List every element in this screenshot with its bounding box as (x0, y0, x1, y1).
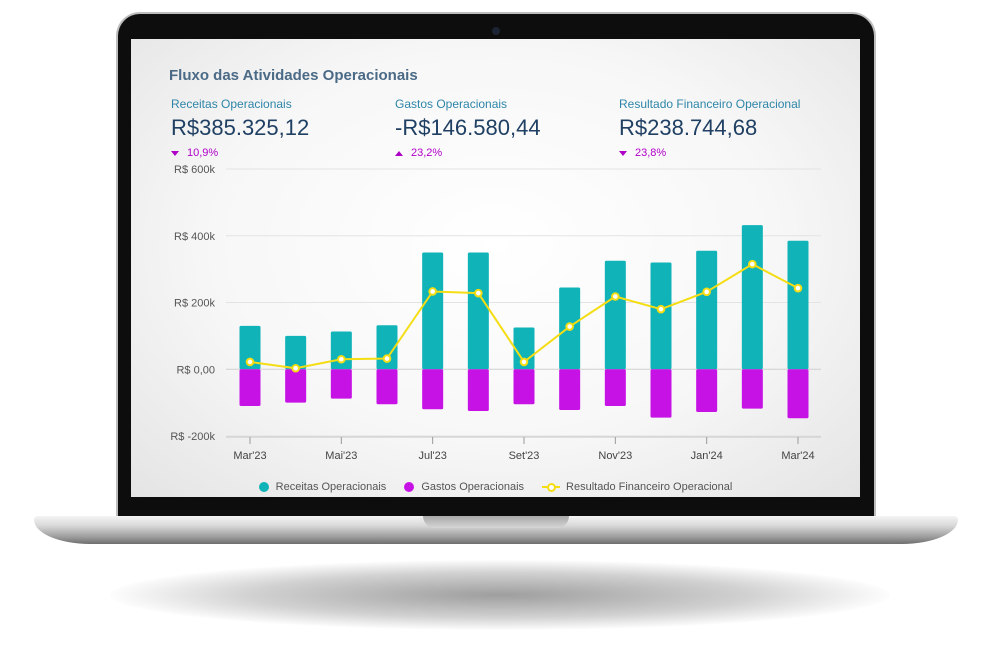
legend-item-expenses[interactable]: Gastos Operacionais (404, 481, 524, 493)
bar-revenue (650, 262, 672, 370)
point-result (428, 287, 437, 296)
kpi-result-change-value: 23,8% (635, 147, 667, 159)
x-tick-label: Jan'24 (691, 450, 723, 462)
legend-label-expenses: Gastos Operacionais (421, 481, 525, 493)
dashboard-screen: Fluxo das Atividades Operacionais Receit… (131, 39, 860, 497)
bar-expenses (330, 369, 352, 399)
y-tick-label: R$ 200k (174, 298, 215, 310)
point-result (474, 288, 483, 298)
bar-revenue (696, 250, 718, 370)
bar-expenses (376, 369, 398, 405)
point-result (245, 357, 255, 367)
y-tick-label: R$ 0,00 (176, 364, 215, 376)
legend-line-result (542, 482, 561, 492)
y-tick-label: R$ 600k (174, 164, 215, 176)
x-tick-label: Mar'24 (781, 450, 814, 462)
legend-item-result[interactable]: Resultado Financeiro Operacional (542, 481, 732, 493)
laptop-notch (423, 516, 569, 528)
bar-expenses (422, 369, 444, 410)
y-tick-label: R$ -200k (170, 431, 215, 443)
kpi-result: Resultado Financeiro Operacional R$238.7… (619, 97, 800, 159)
point-result (565, 322, 574, 331)
kpi-result-value: R$238.744,68 (619, 115, 758, 140)
bar-revenue (422, 252, 444, 370)
point-result (519, 357, 529, 367)
kpi-revenue-change: 10,9% (171, 147, 309, 159)
kpi-expenses-label: Gastos Operacionais (395, 97, 508, 111)
point-result (337, 354, 346, 364)
bar-expenses (696, 369, 718, 412)
x-tick-label: Mai'23 (325, 450, 357, 462)
bar-expenses (787, 369, 809, 419)
legend-dot-revenue (258, 482, 269, 492)
kpi-revenue: Receitas Operacionais R$385.325,12 10,9% (171, 97, 309, 159)
kpi-expenses-change-value: 23,2% (411, 147, 443, 159)
legend-label-result: Resultado Financeiro Operacional (566, 481, 733, 493)
y-tick-label: R$ 400k (174, 231, 215, 243)
triangle-down-icon (171, 150, 179, 156)
kpi-result-label: Resultado Financeiro Operacional (619, 97, 801, 111)
kpi-expenses-value: -R$146.580,44 (395, 115, 541, 140)
bar-revenue (239, 325, 261, 370)
bar-revenue (787, 240, 809, 370)
kpi-revenue-change-value: 10,9% (187, 147, 219, 159)
triangle-up-icon (395, 150, 403, 156)
legend-dot-expenses (404, 482, 415, 492)
x-tick-label: Mar'23 (233, 450, 266, 462)
point-result (611, 292, 620, 301)
x-tick-label: Nov'23 (598, 450, 632, 462)
bar-revenue (285, 335, 307, 370)
point-result (793, 283, 803, 293)
point-result (656, 304, 666, 314)
camera-icon (492, 27, 500, 35)
legend-label-revenue: Receitas Operacionais (275, 481, 387, 493)
bar-expenses (467, 369, 489, 411)
bar-expenses (741, 369, 763, 409)
x-tick-label: Jul'23 (418, 450, 446, 462)
legend-item-revenue[interactable]: Receitas Operacionais (258, 481, 387, 493)
triangle-down-icon (619, 150, 627, 156)
bar-expenses (285, 369, 307, 403)
point-result (702, 287, 711, 297)
kpi-expenses-change: 23,2% (395, 147, 541, 159)
kpi-revenue-value: R$385.325,12 (171, 115, 310, 140)
laptop-shadow (110, 560, 890, 630)
bar-revenue (330, 331, 352, 370)
bar-revenue (467, 252, 489, 370)
kpi-expenses: Gastos Operacionais -R$146.580,44 23,2% (395, 97, 541, 159)
bar-expenses (239, 369, 261, 406)
chart-legend: Receitas Operacionais Gastos Operacionai… (131, 481, 860, 493)
dashboard-title: Fluxo das Atividades Operacionais (169, 67, 418, 84)
point-result (291, 363, 300, 373)
bar-revenue (604, 260, 626, 370)
bar-expenses (559, 369, 581, 410)
point-result (748, 259, 757, 269)
bar-expenses (604, 369, 626, 406)
bar-expenses (650, 369, 672, 418)
kpi-result-change: 23,8% (619, 147, 800, 159)
point-result (382, 354, 392, 363)
bar-revenue (741, 225, 763, 370)
bar-expenses (513, 369, 535, 405)
cash-flow-chart: R$ 600k R$ 400k R$ 200k R$ 0,00 R$ -200k Mar'… (170, 164, 821, 462)
kpi-revenue-label: Receitas Operacionais (171, 97, 292, 111)
x-tick-label: Set'23 (509, 450, 540, 462)
